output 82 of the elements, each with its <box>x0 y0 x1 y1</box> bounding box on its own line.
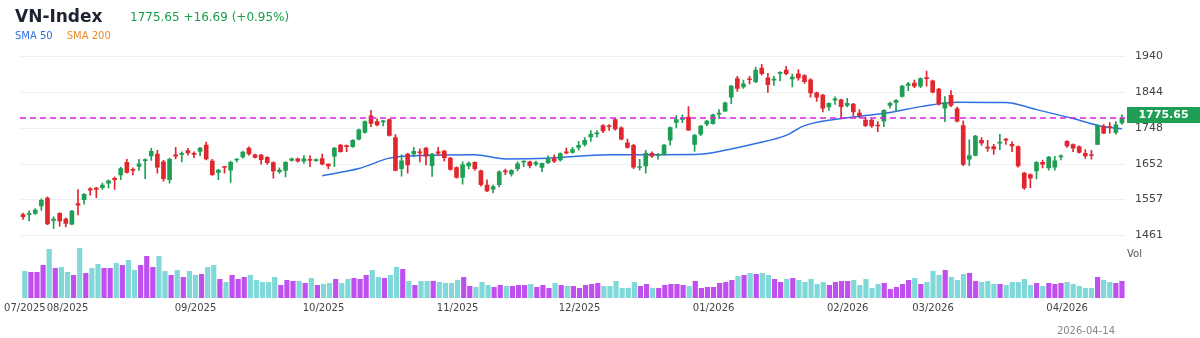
candlestick <box>655 152 661 160</box>
bar <box>784 279 790 298</box>
candlestick <box>173 146 179 160</box>
text: SMA 50 <box>15 30 53 41</box>
bar <box>997 284 1003 298</box>
y-tick-label: 1652 <box>1135 156 1163 170</box>
candlestick <box>191 151 197 159</box>
x-tick-label: 03/2026 <box>912 301 954 313</box>
bar <box>381 278 388 298</box>
chart-subtitle: 1775.65 +16.69 (+0.95%) <box>130 10 290 24</box>
bar <box>223 282 229 298</box>
bar <box>528 284 534 298</box>
y-tick-label: 1748 <box>1135 121 1163 135</box>
bar <box>753 274 759 298</box>
text: 2026-04-14 <box>1056 325 1115 336</box>
x-tick-label: 08/2025 <box>46 301 89 313</box>
y-tick-label: 1557 <box>1135 192 1163 206</box>
bar <box>650 288 656 298</box>
bar <box>174 270 180 298</box>
x-tick-label: 11/2025 <box>436 301 479 313</box>
legend-label: SMA 200 <box>66 30 111 41</box>
x-tick-label: 12/2025 <box>558 301 601 313</box>
bar <box>77 248 83 298</box>
bar <box>741 275 747 298</box>
bar <box>46 249 52 298</box>
candlestick <box>588 130 594 142</box>
bar <box>302 283 308 298</box>
ref-line-label: 1775.65 <box>1138 107 1189 121</box>
bar <box>71 275 77 298</box>
bar <box>296 281 302 298</box>
y-tick-label: 1940 <box>1135 49 1163 63</box>
bar <box>558 285 564 298</box>
candlestick <box>777 71 783 82</box>
x-tick-label: 09/2025 <box>174 301 217 313</box>
bar <box>168 275 174 298</box>
x-tick-label: 02/2026 <box>826 301 869 313</box>
bar <box>790 278 796 298</box>
bar <box>333 279 339 298</box>
bar <box>83 273 89 298</box>
x-tick-label: 07/2025 <box>4 301 46 313</box>
bar <box>314 285 320 298</box>
bar <box>918 284 924 298</box>
bar <box>942 270 948 298</box>
y-axis-title: Vol <box>1127 248 1142 259</box>
bar <box>199 274 205 298</box>
bar <box>1094 277 1101 298</box>
candlestick <box>417 148 423 163</box>
candlestick <box>905 82 911 91</box>
bar <box>747 273 753 298</box>
bar <box>912 278 918 298</box>
candlestick <box>1003 138 1009 145</box>
candlestick <box>606 124 612 131</box>
bar <box>552 283 558 298</box>
bar <box>119 265 125 298</box>
bar <box>217 279 223 298</box>
bar <box>406 281 412 298</box>
x-tick-label: 04/2026 <box>1046 301 1088 313</box>
bar <box>412 285 418 298</box>
bar <box>52 268 58 298</box>
bar <box>735 276 741 298</box>
bar <box>113 263 119 298</box>
x-tick-label: 01/2026 <box>692 301 735 313</box>
bar <box>400 269 406 298</box>
bar <box>503 286 509 298</box>
bar <box>180 277 186 298</box>
line-series <box>321 101 1123 177</box>
candlestick <box>179 151 185 163</box>
candlestick <box>307 155 313 168</box>
bar <box>1040 286 1046 298</box>
candlestick <box>997 133 1003 150</box>
y-tick-label: 1461 <box>1135 228 1163 242</box>
bar <box>564 286 570 298</box>
candlestick <box>26 210 32 222</box>
bar <box>308 278 314 298</box>
x-tick-label: 10/2025 <box>302 301 345 313</box>
bar <box>430 281 436 298</box>
candlestick <box>142 158 148 179</box>
y-tick-label: 1844 <box>1135 85 1163 99</box>
bar <box>1034 283 1040 298</box>
bar <box>22 271 28 298</box>
bar <box>686 286 692 298</box>
chart-title: VN-Index <box>15 6 103 26</box>
